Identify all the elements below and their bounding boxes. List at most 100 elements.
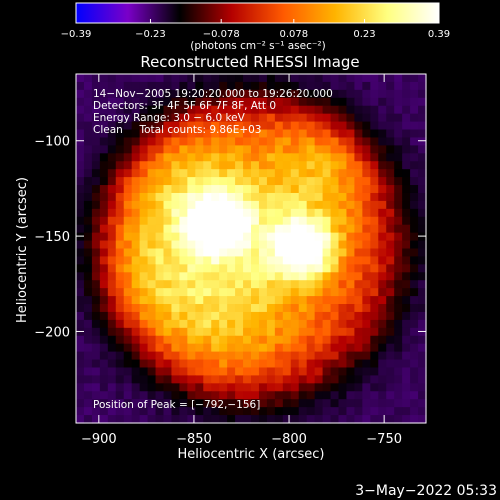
heatmap-cell bbox=[282, 327, 292, 337]
heatmap-cell bbox=[91, 200, 101, 210]
heatmap-cell bbox=[179, 304, 188, 313]
heatmap-cell bbox=[322, 81, 332, 91]
heatmap-cell bbox=[107, 121, 117, 131]
heatmap-cell bbox=[346, 359, 355, 369]
heatmap-cell bbox=[99, 113, 109, 123]
heatmap-cell bbox=[314, 105, 324, 115]
heatmap-cell bbox=[354, 288, 363, 297]
heatmap-cell bbox=[394, 216, 403, 226]
heatmap-cell bbox=[243, 288, 252, 297]
heatmap-cell bbox=[370, 415, 379, 424]
heatmap-cell bbox=[314, 256, 324, 265]
heatmap-cell bbox=[354, 81, 363, 91]
heatmap-cell bbox=[155, 351, 165, 361]
heatmap-cell bbox=[338, 153, 348, 162]
heatmap-cell bbox=[131, 383, 141, 392]
heatmap-cell bbox=[139, 161, 149, 170]
heatmap-cell bbox=[346, 391, 355, 400]
heatmap-cell bbox=[219, 311, 228, 321]
heatmap-cell bbox=[410, 74, 419, 83]
heatmap-cell bbox=[107, 319, 117, 329]
heatmap-cell bbox=[290, 407, 300, 416]
heatmap-cell bbox=[346, 280, 355, 289]
heatmap-cell bbox=[179, 200, 188, 210]
heatmap-cell bbox=[314, 319, 324, 329]
heatmap-cell bbox=[91, 105, 101, 115]
heatmap-cell bbox=[219, 216, 228, 226]
heatmap-cell bbox=[274, 105, 284, 115]
heatmap-cell bbox=[282, 74, 292, 83]
heatmap-cell bbox=[370, 74, 379, 83]
heatmap-cell bbox=[187, 105, 196, 115]
heatmap-cell bbox=[386, 272, 395, 281]
heatmap-cell bbox=[163, 113, 173, 123]
heatmap-cell bbox=[123, 185, 133, 194]
heatmap-cell bbox=[322, 145, 332, 154]
heatmap-cell bbox=[330, 296, 340, 305]
heatmap-cell bbox=[203, 177, 212, 186]
heatmap-cell bbox=[115, 256, 125, 265]
heatmap-cell bbox=[147, 121, 157, 131]
heatmap-cell bbox=[394, 327, 403, 337]
heatmap-cell bbox=[99, 169, 109, 178]
heatmap-cell bbox=[251, 319, 260, 329]
heatmap-cell bbox=[322, 169, 332, 178]
heatmap-cell bbox=[235, 185, 244, 194]
heatmap-cell bbox=[179, 113, 188, 123]
heatmap-cell bbox=[195, 232, 204, 242]
heatmap-cell bbox=[147, 185, 157, 194]
heatmap-cell bbox=[362, 343, 371, 353]
heatmap-cell bbox=[410, 113, 419, 123]
heatmap-cell bbox=[266, 343, 276, 353]
heatmap-cell bbox=[402, 367, 411, 377]
y-tick-label: −100 bbox=[34, 135, 70, 150]
heatmap-cell bbox=[227, 375, 236, 384]
heatmap-cell bbox=[282, 367, 292, 377]
heatmap-cell bbox=[258, 280, 268, 289]
heatmap-cell bbox=[314, 335, 324, 345]
heatmap-cell bbox=[322, 240, 332, 250]
heatmap-cell bbox=[322, 113, 332, 123]
heatmap-cell bbox=[195, 248, 204, 258]
heatmap-cell bbox=[115, 121, 125, 131]
heatmap-cell bbox=[410, 335, 419, 345]
heatmap-cell bbox=[314, 280, 324, 289]
heatmap-cell bbox=[394, 256, 403, 265]
heatmap-cell bbox=[171, 256, 180, 265]
heatmap-cell bbox=[83, 89, 93, 99]
heatmap-cell bbox=[322, 375, 332, 384]
heatmap-cell bbox=[179, 240, 188, 250]
annotation-detectors: Detectors: 3F 4F 5F 6F 7F 8F, Att 0 bbox=[93, 100, 276, 112]
heatmap-cell bbox=[155, 105, 165, 115]
heatmap-cell bbox=[187, 89, 196, 99]
heatmap-cell bbox=[243, 145, 252, 154]
heatmap-cell bbox=[394, 272, 403, 281]
heatmap-cell bbox=[243, 137, 252, 146]
heatmap-cell bbox=[211, 280, 220, 289]
heatmap-cell bbox=[155, 311, 165, 321]
heatmap-cell bbox=[76, 335, 85, 345]
heatmap-cell bbox=[195, 185, 204, 194]
heatmap-cell bbox=[330, 121, 340, 131]
heatmap-cell bbox=[298, 296, 308, 305]
heatmap-cell bbox=[322, 399, 332, 408]
heatmap-cell bbox=[394, 335, 403, 345]
heatmap-cell bbox=[338, 89, 348, 99]
heatmap-cell bbox=[211, 129, 220, 139]
heatmap-cell bbox=[258, 216, 268, 226]
heatmap-cell bbox=[378, 200, 387, 210]
heatmap-cell bbox=[203, 208, 212, 218]
heatmap-cell bbox=[330, 224, 340, 234]
heatmap-cell bbox=[251, 367, 260, 377]
heatmap-cell bbox=[171, 327, 180, 337]
heatmap-cell bbox=[131, 113, 141, 123]
heatmap-cell bbox=[107, 232, 117, 242]
heatmap-cell bbox=[338, 280, 348, 289]
heatmap-cell bbox=[227, 280, 236, 289]
heatmap-cell bbox=[211, 399, 220, 408]
heatmap-cell bbox=[386, 327, 395, 337]
heatmap-cell bbox=[91, 391, 101, 400]
heatmap-cell bbox=[139, 335, 149, 345]
heatmap-cell bbox=[235, 256, 244, 265]
heatmap-cell bbox=[195, 311, 204, 321]
